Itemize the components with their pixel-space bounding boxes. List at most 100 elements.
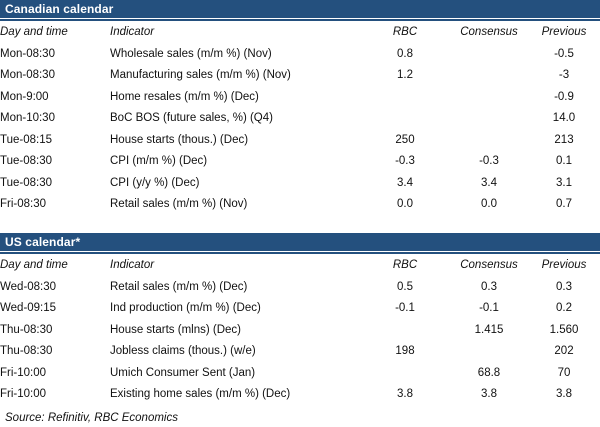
us-title-underline bbox=[0, 252, 600, 254]
cell-previous: 0.3 bbox=[556, 280, 572, 293]
cell-consensus: -0.1 bbox=[479, 302, 499, 315]
canadian-calendar-table: Day and time Indicator RBC Consensus Pre… bbox=[0, 21, 600, 215]
canadian-calendar-title: Canadian calendar bbox=[5, 2, 114, 16]
cell-day: Thu-08:30 bbox=[0, 345, 53, 358]
table-row: Wed-08:30 Retail sales (m/m %) (Dec) 0.5 0.… bbox=[0, 276, 600, 298]
cell-rbc: 3.8 bbox=[397, 388, 413, 401]
column-header-indicator: Indicator bbox=[110, 26, 155, 38]
cell-indicator: BoC BOS (future sales, %) (Q4) bbox=[110, 112, 273, 125]
cell-previous: -3 bbox=[558, 69, 570, 82]
cell-indicator: Ind production (m/m %) (Dec) bbox=[110, 302, 261, 315]
cell-indicator: Manufacturing sales (m/m %) (Nov) bbox=[110, 69, 291, 82]
canadian-calendar-section: Canadian calendar Day and time Indicator… bbox=[0, 0, 600, 215]
us-calendar-section: US calendar* Day and time Indicator RBC … bbox=[0, 233, 600, 405]
cell-rbc: 250 bbox=[395, 133, 415, 146]
cell-indicator: House starts (thous.) (Dec) bbox=[110, 133, 249, 146]
cell-indicator: Retail sales (m/m %) (Dec) bbox=[110, 280, 248, 293]
table-row: Fri-10:00 Umich Consumer Sent (Jan) 68.8 70 bbox=[0, 362, 600, 384]
cell-day: Fri-10:00 bbox=[0, 388, 47, 401]
column-header-rbc: RBC bbox=[392, 26, 418, 38]
cell-previous: 213 bbox=[554, 133, 574, 146]
cell-consensus bbox=[450, 129, 528, 151]
cell-rbc: 3.4 bbox=[397, 176, 413, 189]
cell-previous: 1.560 bbox=[549, 323, 579, 336]
canadian-title-underline bbox=[0, 19, 600, 21]
table-row: Mon-08:30 Wholesale sales (m/m %) (Nov) 0.… bbox=[0, 43, 600, 65]
cell-consensus: 0.0 bbox=[481, 198, 497, 211]
cell-day: Mon-08:30 bbox=[0, 69, 55, 82]
table-row: Thu-08:30 House starts (mlns) (Dec) 1.415 1… bbox=[0, 319, 600, 341]
cell-day: Mon-08:30 bbox=[0, 47, 55, 60]
cell-rbc: 0.0 bbox=[397, 198, 413, 211]
table-row: Tue-08:30 CPI (y/y %) (Dec) 3.4 3.4 3.1 bbox=[0, 172, 600, 194]
table-row: Fri-10:00 Existing home sales (m/m %) (De… bbox=[0, 384, 600, 406]
table-row: Thu-08:30 Jobless claims (thous.) (w/e) 19… bbox=[0, 341, 600, 363]
cell-rbc: 198 bbox=[395, 345, 415, 358]
us-calendar-table: Day and time Indicator RBC Consensus Pre… bbox=[0, 254, 600, 405]
column-header-rbc: RBC bbox=[392, 259, 418, 271]
us-calendar-title-bar: US calendar* bbox=[0, 233, 600, 251]
cell-rbc bbox=[360, 108, 450, 130]
cell-day: Tue-08:15 bbox=[0, 133, 52, 146]
table-row: Tue-08:30 CPI (m/m %) (Dec) -0.3 -0.3 0.1 bbox=[0, 151, 600, 173]
column-header-day-and-time: Day and time bbox=[0, 26, 68, 38]
cell-day: Wed-08:30 bbox=[0, 280, 57, 293]
cell-rbc bbox=[360, 362, 450, 384]
cell-previous: 3.8 bbox=[556, 388, 572, 401]
cell-previous: 0.2 bbox=[556, 302, 572, 315]
column-header-previous: Previous bbox=[541, 26, 587, 38]
cell-rbc: -0.3 bbox=[395, 155, 415, 168]
cell-indicator: Existing home sales (m/m %) (Dec) bbox=[110, 388, 291, 401]
source-note: Source: Refinitiv, RBC Economics bbox=[5, 412, 178, 424]
cell-consensus: 3.8 bbox=[481, 388, 497, 401]
table-row: Mon-10:30 BoC BOS (future sales, %) (Q4) 1… bbox=[0, 108, 600, 130]
cell-indicator: Wholesale sales (m/m %) (Nov) bbox=[110, 47, 272, 60]
cell-rbc: 0.5 bbox=[397, 280, 413, 293]
cell-previous: 0.7 bbox=[556, 198, 572, 211]
cell-indicator: CPI (y/y %) (Dec) bbox=[110, 176, 200, 189]
cell-consensus: 1.415 bbox=[474, 323, 504, 336]
cell-consensus bbox=[450, 341, 528, 363]
column-header-previous: Previous bbox=[541, 259, 587, 271]
cell-consensus bbox=[450, 108, 528, 130]
cell-day: Tue-08:30 bbox=[0, 176, 52, 189]
cell-rbc: -0.1 bbox=[395, 302, 415, 315]
cell-consensus: 68.8 bbox=[477, 366, 501, 379]
cell-previous: 202 bbox=[554, 345, 574, 358]
cell-rbc: 1.2 bbox=[397, 69, 413, 82]
canadian-calendar-title-bar: Canadian calendar bbox=[0, 0, 600, 18]
cell-day: Fri-08:30 bbox=[0, 198, 47, 211]
cell-previous: -0.9 bbox=[554, 90, 574, 103]
table-row: Mon-08:30 Manufacturing sales (m/m %) (No… bbox=[0, 65, 600, 87]
column-header-indicator: Indicator bbox=[110, 259, 155, 271]
table-row: Fri-08:30 Retail sales (m/m %) (Nov) 0.0 0.… bbox=[0, 194, 600, 216]
cell-indicator: Home resales (m/m %) (Dec) bbox=[110, 90, 259, 103]
us-table-body: Wed-08:30 Retail sales (m/m %) (Dec) 0.5 0.… bbox=[0, 276, 600, 405]
table-row: Mon-9:00 Home resales (m/m %) (Dec) -0.9 bbox=[0, 86, 600, 108]
cell-indicator: CPI (m/m %) (Dec) bbox=[110, 155, 208, 168]
table-row: Tue-08:15 House starts (thous.) (Dec) 250 2… bbox=[0, 129, 600, 151]
cell-rbc: 0.8 bbox=[397, 47, 413, 60]
cell-consensus: 0.3 bbox=[481, 280, 497, 293]
cell-day: Tue-08:30 bbox=[0, 155, 52, 168]
cell-previous: -0.5 bbox=[554, 47, 574, 60]
cell-previous: 70 bbox=[557, 366, 571, 379]
cell-day: Fri-10:00 bbox=[0, 366, 47, 379]
cell-rbc bbox=[360, 86, 450, 108]
cell-rbc bbox=[360, 319, 450, 341]
column-header-day-and-time: Day and time bbox=[0, 259, 68, 271]
canadian-header-row: Day and time Indicator RBC Consensus Pre… bbox=[0, 21, 600, 43]
canadian-table-body: Mon-08:30 Wholesale sales (m/m %) (Nov) 0.… bbox=[0, 43, 600, 215]
us-header-row: Day and time Indicator RBC Consensus Pre… bbox=[0, 254, 600, 276]
cell-previous: 14.0 bbox=[552, 112, 576, 125]
cell-day: Wed-09:15 bbox=[0, 302, 57, 315]
cell-indicator: Retail sales (m/m %) (Nov) bbox=[110, 198, 248, 211]
cell-consensus bbox=[450, 65, 528, 87]
cell-indicator: Umich Consumer Sent (Jan) bbox=[110, 366, 256, 379]
cell-day: Thu-08:30 bbox=[0, 323, 53, 336]
cell-consensus bbox=[450, 86, 528, 108]
cell-consensus bbox=[450, 43, 528, 65]
cell-day: Mon-10:30 bbox=[0, 112, 55, 125]
cell-consensus: -0.3 bbox=[479, 155, 499, 168]
cell-consensus: 3.4 bbox=[481, 176, 497, 189]
